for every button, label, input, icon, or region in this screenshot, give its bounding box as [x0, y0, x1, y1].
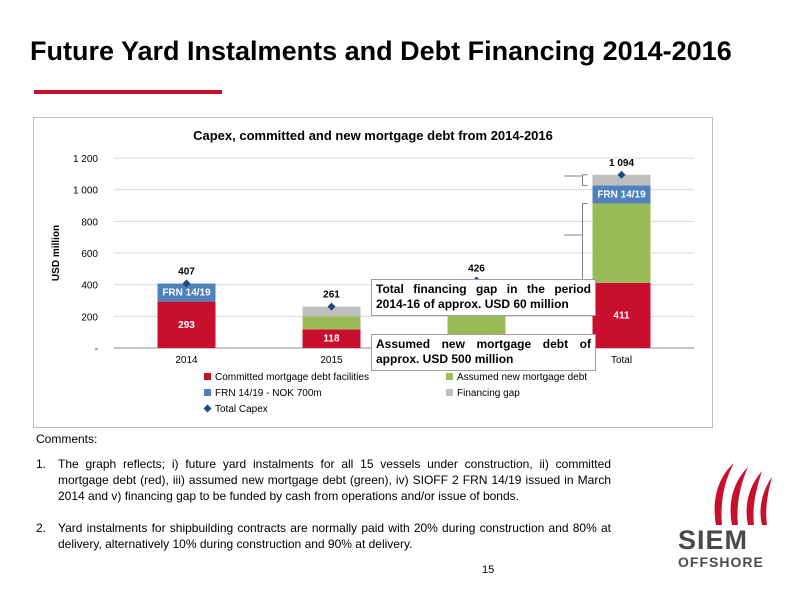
slide-title: Future Yard Instalments and Debt Financi…: [30, 36, 732, 66]
logo-sails-icon: [714, 463, 772, 525]
y-tick-label: 1 200: [73, 154, 98, 165]
legend-swatch: [446, 373, 453, 380]
data-label: 118: [323, 334, 340, 345]
gap-bracket: [582, 174, 588, 186]
comments-heading: Comments:: [36, 432, 98, 446]
capex-chart: Capex, committed and new mortgage debt f…: [51, 128, 694, 415]
chart-title: Capex, committed and new mortgage debt f…: [193, 128, 553, 143]
x-tick-label: 2014: [175, 355, 198, 366]
capex-label: 426: [468, 264, 485, 275]
logo-line2: OFFSHORE: [678, 554, 764, 570]
logo-line1: SIEM: [678, 525, 749, 555]
capex-point: [182, 279, 191, 288]
y-tick-label: 200: [81, 312, 98, 323]
comments-section: Comments: 1. The graph reflects; i) futu…: [36, 431, 611, 568]
legend-label: Committed mortgage debt facilities: [215, 372, 369, 383]
legend-swatch: [446, 389, 453, 396]
y-tick-label: 600: [81, 249, 98, 260]
legend-label: Assumed new mortgage debt: [457, 372, 587, 383]
y-axis-label: USD million: [51, 225, 62, 281]
bar-segment: [592, 203, 651, 283]
bar-segment: [157, 301, 216, 348]
legend-swatch: [203, 404, 212, 413]
mortgage-bracket: [582, 202, 588, 284]
capex-label: 407: [178, 267, 195, 278]
data-label: FRN 14/19: [162, 288, 211, 299]
comment-item: 1. The graph reflects; i) future yard in…: [36, 456, 611, 504]
comment-number: 2.: [36, 521, 47, 535]
data-label: 293: [178, 320, 195, 331]
x-tick-label: 2015: [320, 355, 343, 366]
comment-text: The graph reflects; i) future yard insta…: [58, 457, 611, 503]
capex-label: 261: [323, 290, 340, 301]
y-tick-label: 800: [81, 217, 98, 228]
new-mortgage-callout: Assumed new mortgage debt of approx. USD…: [371, 334, 596, 371]
x-tick-label: Total: [611, 355, 632, 366]
bar-segment: [592, 185, 651, 204]
comment-text: Yard instalments for shipbuilding contra…: [58, 521, 611, 551]
legend-swatch: [204, 373, 211, 380]
data-label: FRN 14/19: [597, 189, 646, 200]
capex-label: 1 094: [609, 158, 634, 169]
bar-segment: [302, 316, 361, 330]
legend-swatch: [204, 389, 211, 396]
legend-label: Financing gap: [457, 388, 520, 399]
capex-point: [617, 170, 626, 179]
page-number: 15: [482, 564, 495, 576]
financing-gap-callout: Total financing gap in the period 2014-1…: [371, 279, 596, 316]
comment-item: 2. Yard instalments for shipbuilding con…: [36, 520, 611, 552]
y-tick-label: -: [95, 344, 98, 355]
legend-label: Total Capex: [215, 404, 268, 415]
siem-offshore-logo: SIEM OFFSHORE: [672, 455, 782, 575]
y-tick-label: 1 000: [73, 186, 98, 197]
data-label: 411: [613, 310, 630, 321]
bar-segment: [302, 306, 361, 317]
bar-segment: [592, 174, 651, 186]
capex-point: [327, 302, 336, 311]
legend-label: FRN 14/19 - NOK 700m: [215, 388, 322, 399]
title-accent-bar: [34, 90, 222, 94]
bar-segment: [302, 329, 361, 348]
bar-segment: [157, 283, 216, 302]
y-tick-label: 400: [81, 281, 98, 292]
comment-number: 1.: [36, 457, 47, 471]
bar-segment: [592, 282, 651, 348]
chart-frame: Capex, committed and new mortgage debt f…: [33, 117, 713, 428]
